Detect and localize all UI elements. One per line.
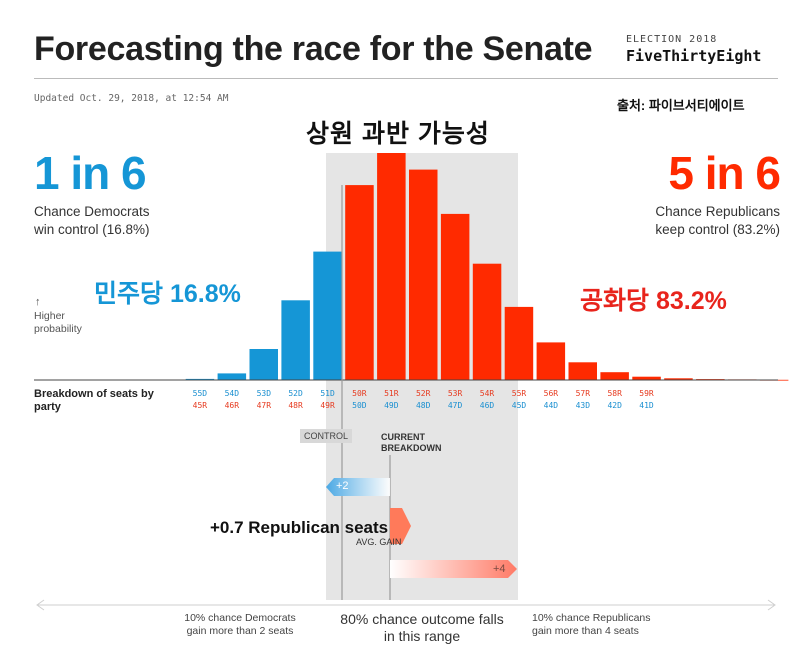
tick-label-top-7: 52R: [416, 389, 431, 398]
page-title: Forecasting the race for the Senate: [34, 30, 593, 68]
dem-gain-arrow: [326, 478, 390, 496]
tick-label-bottom-2: 47R: [257, 401, 272, 410]
tick-label-top-12: 57R: [576, 389, 591, 398]
bar-rep-11: [536, 342, 566, 380]
bar-rep-14: [632, 376, 661, 380]
left-arrow-icon: [36, 599, 45, 611]
tick-label-top-13: 58R: [607, 389, 622, 398]
tick-label-bottom-14: 41D: [639, 401, 654, 410]
tick-label-top-4: 51D: [320, 389, 335, 398]
tick-label-top-1: 54D: [225, 389, 240, 398]
bar-dem-0: [185, 378, 215, 380]
tick-label-bottom-13: 42D: [607, 401, 622, 410]
bar-dem-3: [281, 300, 310, 380]
rep-odds: 5 in 6: [668, 147, 781, 199]
middle-range-note: 80% chance outcome falls in this range: [340, 611, 504, 644]
bar-rep-6: [377, 153, 406, 380]
tick-label-bottom-1: 46R: [225, 401, 240, 410]
dem-odds-description: Chance Democrats win control (16.8%): [34, 204, 150, 237]
dem-gain-label: +2: [336, 480, 349, 492]
tick-label-bottom-12: 43D: [576, 401, 591, 410]
tick-label-bottom-4: 49R: [320, 401, 335, 410]
tick-label-top-2: 53D: [257, 389, 272, 398]
tick-label-bottom-10: 45D: [512, 401, 527, 410]
tick-label-bottom-7: 48D: [416, 401, 431, 410]
bar-rep-8: [440, 213, 470, 380]
korean-chart-title: 상원 과반 가능성: [306, 120, 490, 148]
brand-logo: FiveThirtyEight: [626, 47, 762, 65]
tick-label-top-10: 55R: [512, 389, 527, 398]
bar-rep-7: [409, 169, 438, 380]
avg-gain-label: AVG. GAIN: [356, 537, 402, 547]
dem-korean-label: 민주당 16.8%: [94, 280, 241, 308]
control-marker-label: CONTROL: [300, 429, 353, 443]
tick-label-top-6: 51R: [384, 389, 399, 398]
rep-odds-description: Chance Republicans keep control (83.2%): [655, 204, 780, 237]
tick-label-bottom-6: 49D: [384, 401, 399, 410]
tick-label-top-14: 59R: [639, 389, 654, 398]
y-axis-note: Higher probability: [34, 310, 82, 335]
rep-korean-label: 공화당 83.2%: [580, 287, 727, 315]
tick-label-top-5: 50R: [352, 389, 367, 398]
updated-timestamp: Updated Oct. 29, 2018, at 12:54 AM: [34, 93, 229, 104]
bar-rep-10: [504, 306, 534, 380]
tick-label-top-11: 56R: [544, 389, 559, 398]
tick-label-top-8: 53R: [448, 389, 463, 398]
tick-label-bottom-3: 48R: [288, 401, 303, 410]
rep-gain-arrow: [390, 560, 517, 578]
tick-label-bottom-8: 47D: [448, 401, 463, 410]
rep-seats-annotation: +0.7 Republican seats: [210, 518, 389, 537]
election-year-label: ELECTION 2018: [626, 34, 718, 45]
tick-label-top-0: 55D: [193, 389, 208, 398]
source-credit: 출처: 파이브서티에이트: [617, 98, 745, 113]
tick-label-bottom-0: 45R: [193, 401, 208, 410]
bar-rep-13: [600, 372, 629, 380]
title-divider: [34, 78, 778, 79]
bar-rep-5: [345, 185, 374, 380]
tick-label-top-3: 52D: [288, 389, 303, 398]
avg-gain-arrow: [390, 508, 411, 544]
dem-odds: 1 in 6: [34, 147, 147, 199]
tick-label-bottom-5: 50D: [352, 401, 367, 410]
bar-dem-1: [217, 373, 247, 380]
tick-label-top-9: 54R: [480, 389, 495, 398]
right-arrow-icon: [767, 599, 776, 611]
bar-dem-4: [313, 251, 342, 380]
tick-label-bottom-11: 44D: [544, 401, 559, 410]
bar-rep-9: [472, 263, 502, 380]
rep-range-note: 10% chance Republicans gain more than 4 …: [532, 612, 651, 637]
x-axis-label: Breakdown of seats by party: [34, 388, 154, 413]
bar-dem-2: [249, 349, 278, 380]
dem-range-note: 10% chance Democrats gain more than 2 se…: [184, 612, 296, 637]
rep-gain-label: +4: [493, 563, 506, 575]
current-breakdown-label: CURRENT BREAKDOWN: [381, 432, 442, 453]
tick-label-bottom-9: 46D: [480, 401, 495, 410]
bar-rep-12: [568, 362, 597, 380]
bar-rep-15: [664, 378, 693, 380]
up-arrow-icon: ↑: [35, 296, 41, 308]
